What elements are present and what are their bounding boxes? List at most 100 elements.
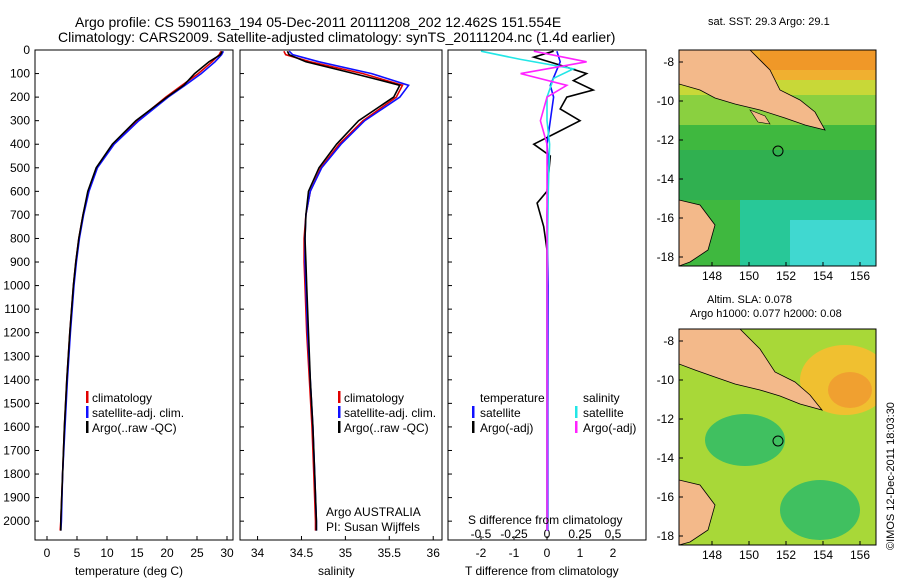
- temperature-legend: climatology satellite-adj. clim. Argo(..…: [86, 391, 184, 435]
- legend-label-argo: Argo(..raw -QC): [92, 421, 177, 435]
- depth-tick-label: 2000: [3, 514, 30, 528]
- x-tick-label: -2: [476, 546, 487, 560]
- legend-swatch-climatology: [86, 391, 89, 403]
- title-line-2: Climatology: CARS2009. Satellite-adjuste…: [58, 29, 615, 45]
- legend-swatch-S-satellite: [575, 406, 578, 418]
- series-line-0: [283, 50, 404, 531]
- depth-tick-label: 600: [10, 184, 30, 198]
- map-y-tick-label: -10: [657, 373, 675, 387]
- legend-label-climatology: climatology: [92, 391, 152, 405]
- difference-legend: temperature salinity satellite Argo(-adj…: [472, 391, 636, 435]
- annotation-pi: PI: Susan Wijffels: [326, 520, 420, 534]
- map-y-tick-label: -12: [657, 133, 675, 147]
- sst-map: [679, 50, 876, 266]
- s-diff-tick-label: 0.25: [568, 527, 592, 541]
- S-satellite-line: [480, 50, 576, 531]
- depth-tick-label: 1300: [3, 349, 30, 363]
- map-x-tick-label: 148: [702, 269, 722, 283]
- sst-cold-patch: [790, 220, 876, 266]
- s-diff-tick-label: -0.5: [471, 527, 492, 541]
- depth-tick-label: 700: [10, 208, 30, 222]
- depth-tick-label: 1800: [3, 467, 30, 481]
- legend-label-T-argo: Argo(-adj): [480, 421, 533, 435]
- series-line-2: [59, 50, 223, 531]
- depth-tick-label: 1500: [3, 396, 30, 410]
- depth-tick-label: 100: [10, 67, 30, 81]
- legend-header-salinity: salinity: [583, 391, 620, 405]
- legend-swatch-climatology: [338, 391, 341, 403]
- map-y-tick-label: -8: [663, 55, 674, 69]
- legend-label-S-argo: Argo(-adj): [583, 421, 636, 435]
- legend-label-climatology: climatology: [344, 391, 404, 405]
- argo-position-marker: [772, 145, 784, 157]
- sla-map-axes: 148 150 152 154 156 -8 -10 -12 -14 -16 -18: [657, 334, 871, 562]
- x-tick-label: 2: [610, 546, 617, 560]
- x-tick-label: 25: [190, 546, 204, 560]
- T-satellite-line: [546, 50, 562, 531]
- x-tick-label: 36: [427, 546, 441, 560]
- legend-swatch-T-argo: [472, 421, 475, 433]
- map-y-tick-label: -16: [657, 211, 675, 225]
- title-line-1: Argo profile: CS 5901163_194 05-Dec-2011…: [75, 14, 561, 30]
- annotation-argo-australia: Argo AUSTRALIA: [326, 505, 421, 519]
- depth-tick-label: 1600: [3, 420, 30, 434]
- depth-tick-label: 800: [10, 231, 30, 245]
- difference-top-label: S difference from climatology: [468, 513, 623, 527]
- x-tick-label: 30: [220, 546, 234, 560]
- map-x-tick-label: 154: [813, 548, 833, 562]
- depth-tick-label: 200: [10, 90, 30, 104]
- land-png-sst: [679, 50, 826, 131]
- legend-label-satellite: satellite-adj. clim.: [92, 406, 184, 420]
- series-line-0: [59, 50, 222, 531]
- difference-x-axis: -2 -1 0 1 2 -0.5 -0.25 0 0.25 0.5: [471, 527, 622, 560]
- argo-position-marker: [772, 435, 784, 447]
- salinity-legend: climatology satellite-adj. clim. Argo(..…: [326, 391, 436, 534]
- legend-swatch-argo: [338, 421, 341, 433]
- legend-swatch-T-satellite: [472, 406, 475, 418]
- salinity-panel: [239, 49, 443, 541]
- legend-swatch-S-argo: [575, 421, 578, 433]
- temperature-x-label: temperature (deg C): [75, 564, 183, 578]
- x-tick-label: 34.5: [290, 546, 314, 560]
- legend-label-S-satellite: satellite: [583, 406, 624, 420]
- T-argo-line: [531, 50, 596, 531]
- sla-map-frame: [678, 328, 877, 546]
- map-y-tick-label: -18: [657, 250, 675, 264]
- depth-tick-label: 1200: [3, 326, 30, 340]
- map-x-tick-label: 148: [702, 548, 722, 562]
- map-y-tick-label: -8: [663, 334, 674, 348]
- map-y-tick-label: -16: [657, 490, 675, 504]
- map-y-tick-label: -14: [657, 172, 675, 186]
- salinity-lines: [283, 50, 410, 531]
- s-diff-tick-label: 0: [544, 527, 551, 541]
- depth-tick-label: 1000: [3, 279, 30, 293]
- s-diff-tick-label: 0.5: [605, 527, 622, 541]
- series-line-2: [286, 50, 401, 531]
- temperature-x-axis: 0 5 10 15 20 25 30: [44, 536, 234, 560]
- depth-tick-label: 0: [23, 43, 30, 57]
- depth-tick-label: 1100: [4, 302, 30, 316]
- sla-low-patch: [705, 414, 785, 466]
- legend-label-argo: Argo(..raw -QC): [344, 421, 429, 435]
- x-tick-label: 35.5: [378, 546, 402, 560]
- land-png-sla: [679, 329, 824, 411]
- sst-hot-patch: [760, 50, 876, 70]
- map-y-tick-label: -10: [657, 94, 675, 108]
- map-x-tick-label: 152: [776, 548, 796, 562]
- depth-tick-label: 300: [10, 114, 30, 128]
- sla-higher-patch: [828, 372, 872, 408]
- map-y-tick-label: -12: [657, 412, 675, 426]
- temperature-panel: [34, 49, 234, 541]
- difference-lines: [480, 50, 596, 531]
- map-x-tick-label: 156: [850, 548, 870, 562]
- depth-tick-label: 1400: [3, 373, 30, 387]
- sst-map-frame: [678, 49, 877, 267]
- legend-swatch-argo: [86, 421, 89, 433]
- sla-title-2: Argo h1000: 0.077 h2000: 0.08: [690, 308, 842, 320]
- S-argo-line: [520, 50, 587, 531]
- map-x-tick-label: 154: [813, 269, 833, 283]
- sla-low-patch-2: [780, 480, 860, 540]
- sst-map-axes: 148 150 152 154 156 -8 -10 -12 -14 -16 -18: [657, 55, 871, 283]
- series-line-1: [60, 50, 225, 531]
